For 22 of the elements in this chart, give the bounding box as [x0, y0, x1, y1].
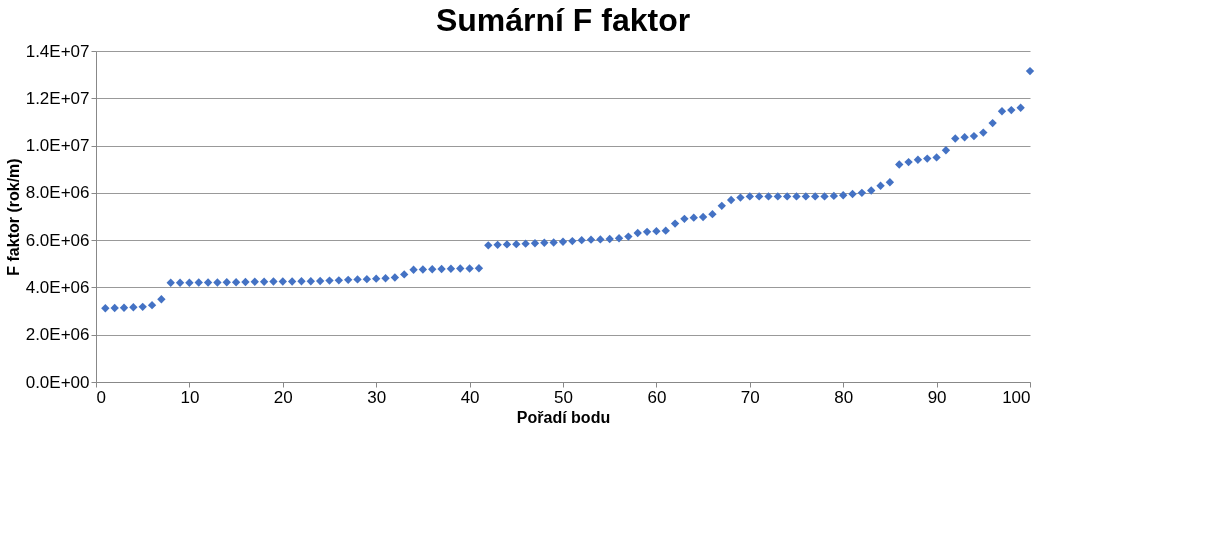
y-tick-label: 0.0E+00	[25, 372, 90, 392]
y-tick-label: 6.0E+06	[25, 230, 90, 250]
x-tick-label: 20	[273, 387, 293, 407]
x-tick-label: 60	[647, 387, 667, 407]
x-tick-label: 80	[834, 387, 854, 407]
y-tick-label: 4.0E+06	[25, 277, 90, 297]
x-tick-label: 40	[460, 387, 480, 407]
chart-title: Sumární F faktor	[435, 2, 691, 38]
x-tick-label: 50	[554, 387, 573, 407]
y-axis-title: F faktor (rok/m)	[4, 158, 22, 276]
y-tick-label: 2.0E+06	[25, 325, 90, 345]
x-tick-label: 70	[740, 387, 760, 407]
x-tick-label: 100	[1002, 387, 1031, 407]
x-tick-label: 30	[367, 387, 387, 407]
y-tick-label: 1.4E+07	[25, 41, 90, 61]
y-tick-label: 1.2E+07	[25, 88, 90, 108]
x-tick-label: 10	[180, 387, 200, 407]
y-tick-label: 1.0E+07	[25, 136, 90, 156]
x-tick-label: 90	[927, 387, 947, 407]
x-axis-title: Pořadí bodu	[516, 408, 611, 426]
x-tick-label: 0	[96, 387, 106, 407]
y-tick-label: 8.0E+06	[25, 183, 90, 203]
